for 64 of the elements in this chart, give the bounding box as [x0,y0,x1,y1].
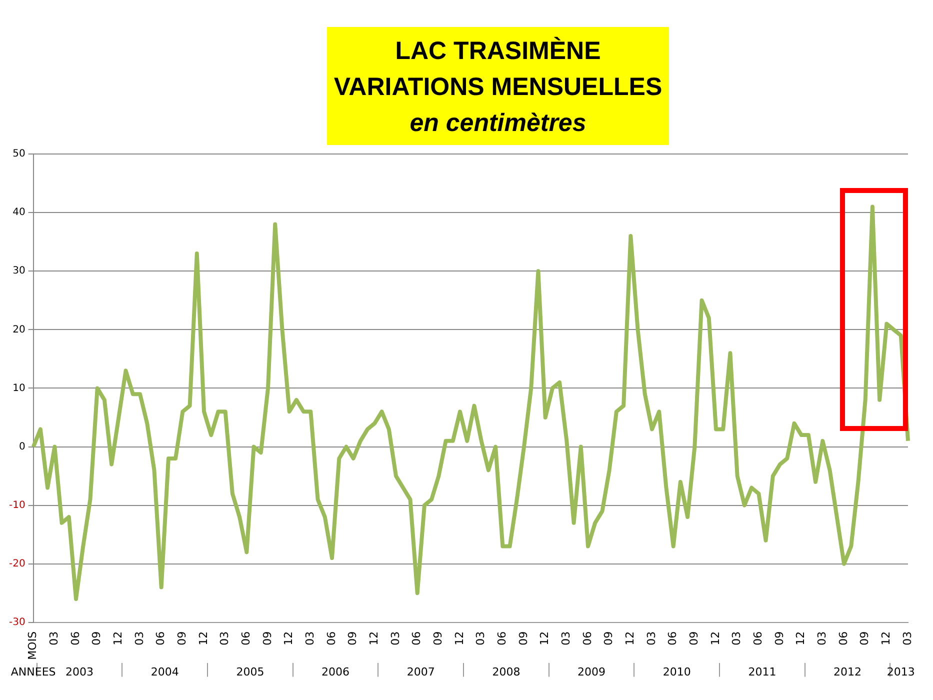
x-tick-label: 12 [880,631,893,646]
y-tick-label: 40 [12,207,26,218]
x-tick-label: 12 [196,631,210,646]
x-tick-label: 06 [240,631,253,646]
text: 2009 [578,666,606,679]
x-tick-label: 06 [752,631,765,646]
chart-subtitle: en centimètres [408,108,588,139]
text: 2010 [662,666,691,679]
x-tick-label: 09 [516,631,530,646]
y-tick-label: 10 [12,382,26,394]
x-tick-label: 06 [666,631,680,646]
y-tick-label: 50 [12,148,26,160]
y-tick-label: -10 [8,500,26,511]
x-tick-label: 09 [858,631,872,646]
x-tick-label: 09 [772,631,786,646]
x-tick-label: 09 [90,631,104,646]
x-tick-label: 09 [602,631,616,646]
text: 2005 [236,666,264,679]
y-tick-label: -30 [8,617,26,628]
x-tick-label: 03 [900,631,914,646]
x-tick-label: 06 [324,631,338,646]
x-tick-label: 12 [624,631,637,646]
x-tick-label: MOIS [26,631,40,660]
x-tick-label: 06 [154,631,168,646]
text: 2003 [66,666,94,679]
x-tick-label: 06 [580,631,594,646]
x-tick-label: 03 [560,631,573,646]
x-tick-label: 12 [794,631,808,646]
x-tick-label: 06 [68,631,82,646]
x-tick-label: 03 [388,631,402,646]
x-tick-label: 09 [688,631,701,646]
x-tick-label: 03 [48,631,61,646]
x-tick-label: 12 [538,631,552,646]
x-tick-label: 03 [730,631,744,646]
y-tick-label: 0 [18,441,26,452]
y-tick-label: 30 [12,266,26,277]
x-tick-label: 03 [816,631,829,646]
x-tick-label: 12 [282,631,296,646]
text: 2004 [150,666,179,679]
x-tick-label: 09 [260,631,274,646]
x-tick-label: 03 [474,631,488,646]
x-tick-label: 03 [218,631,232,646]
text: 2007 [406,666,435,679]
y-tick-label: -20 [8,558,26,570]
x-tick-label: 12 [368,631,381,646]
x-tick-label: 12 [112,631,125,646]
x-tick-label: 03 [304,631,317,646]
text: 2011 [748,666,776,679]
x-tick-label: 09 [176,631,189,646]
x-tick-label: 03 [132,631,146,646]
x-tick-label: 03 [644,631,658,646]
text: 2013 [886,666,915,679]
x-tick-label: 06 [836,631,850,646]
x-tick-label: 12 [708,631,722,646]
text: 2006 [322,666,350,679]
y-tick-label: 20 [12,324,26,336]
text: 2012 [834,666,862,679]
x-tick-label: 06 [410,631,424,646]
text: ANNEES [10,666,56,679]
x-tick-label: 12 [452,631,466,646]
x-tick-label: 09 [432,631,445,646]
text: 2008 [492,666,520,679]
x-tick-label: 09 [346,631,360,646]
x-tick-label: 06 [496,631,509,646]
